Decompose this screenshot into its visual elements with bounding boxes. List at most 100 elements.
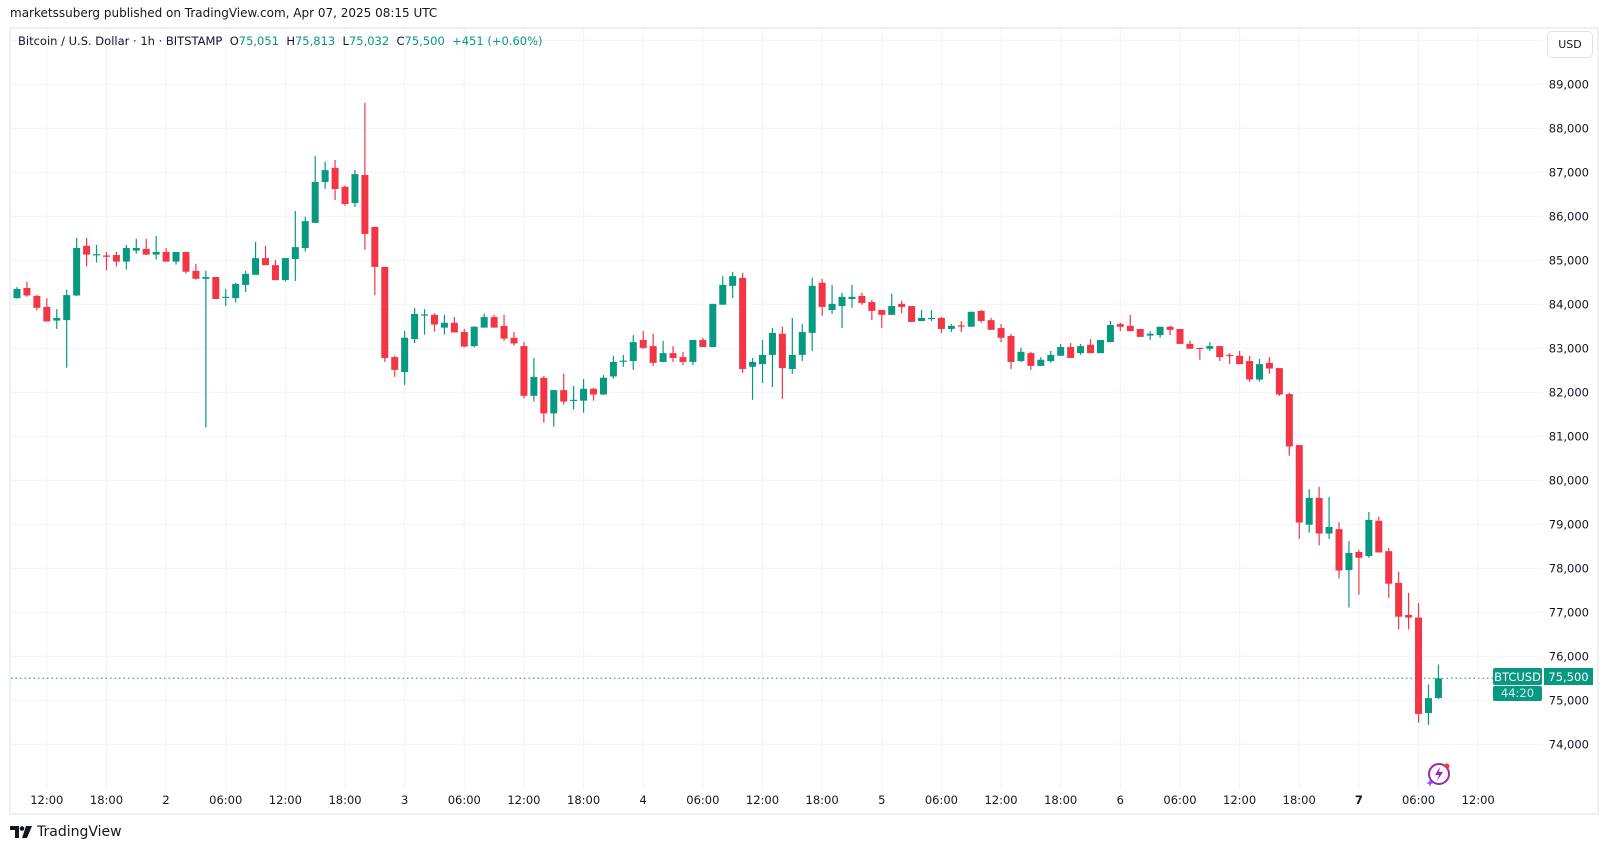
candle[interactable]	[590, 387, 598, 401]
candle[interactable]	[1315, 486, 1323, 546]
candle[interactable]	[53, 309, 61, 329]
candle[interactable]	[1275, 368, 1283, 396]
candle[interactable]	[1345, 541, 1353, 608]
candle[interactable]	[421, 309, 429, 335]
candle[interactable]	[232, 282, 240, 303]
candle[interactable]	[560, 373, 568, 405]
candle[interactable]	[1395, 571, 1403, 630]
candle[interactable]	[401, 331, 409, 385]
candle[interactable]	[212, 277, 220, 300]
candle[interactable]	[828, 284, 836, 314]
candle[interactable]	[1126, 314, 1134, 332]
candle[interactable]	[669, 346, 677, 362]
candle[interactable]	[540, 376, 548, 423]
candle[interactable]	[689, 339, 697, 366]
candle[interactable]	[1156, 326, 1164, 338]
candle[interactable]	[927, 310, 935, 322]
tradingview-logo[interactable]: TradingView	[10, 824, 122, 840]
candle[interactable]	[858, 292, 866, 305]
candle[interactable]	[480, 313, 488, 328]
candle[interactable]	[1415, 603, 1423, 723]
symbol-legend[interactable]: Bitcoin / U.S. Dollar · 1h · BITSTAMP O7…	[18, 34, 543, 48]
candle[interactable]	[83, 237, 91, 267]
candle[interactable]	[361, 102, 369, 250]
candle[interactable]	[262, 245, 269, 266]
candle[interactable]	[749, 357, 757, 400]
candle[interactable]	[1106, 321, 1114, 343]
candle[interactable]	[818, 278, 826, 316]
candle[interactable]	[937, 317, 945, 333]
candle[interactable]	[1226, 353, 1234, 365]
candle[interactable]	[341, 185, 349, 206]
candle[interactable]	[510, 332, 518, 346]
candle[interactable]	[132, 238, 140, 254]
candle[interactable]	[778, 326, 786, 399]
candle[interactable]	[1057, 343, 1065, 356]
candle[interactable]	[1037, 357, 1045, 366]
candle[interactable]	[947, 324, 955, 333]
candle[interactable]	[281, 258, 289, 282]
candle[interactable]	[898, 300, 906, 314]
candle[interactable]	[599, 375, 607, 395]
candle[interactable]	[73, 237, 81, 296]
candle[interactable]	[43, 298, 51, 322]
candle[interactable]	[271, 259, 279, 281]
candle[interactable]	[977, 310, 985, 323]
candle[interactable]	[321, 161, 329, 190]
candle[interactable]	[1146, 331, 1154, 340]
candle[interactable]	[172, 251, 180, 265]
candle[interactable]	[1007, 333, 1015, 369]
candle[interactable]	[1136, 328, 1144, 337]
candle[interactable]	[1206, 342, 1214, 351]
candle[interactable]	[848, 284, 856, 308]
candle[interactable]	[888, 293, 896, 315]
candle[interactable]	[152, 236, 160, 260]
candle[interactable]	[202, 270, 210, 428]
candle[interactable]	[1385, 548, 1393, 598]
candle[interactable]	[23, 281, 31, 297]
candle[interactable]	[331, 159, 339, 201]
lightning-icon[interactable]	[1424, 760, 1452, 792]
candle[interactable]	[1027, 351, 1035, 370]
candle[interactable]	[490, 314, 498, 328]
candle[interactable]	[162, 247, 170, 262]
candle[interactable]	[470, 326, 478, 348]
candle[interactable]	[93, 244, 101, 263]
candle[interactable]	[142, 238, 150, 256]
candle[interactable]	[112, 251, 120, 267]
candle[interactable]	[1285, 392, 1293, 456]
candle[interactable]	[1295, 445, 1303, 539]
candle[interactable]	[1186, 340, 1194, 349]
candle[interactable]	[192, 263, 200, 280]
candle[interactable]	[1305, 489, 1313, 533]
candle[interactable]	[13, 287, 21, 299]
candle[interactable]	[609, 355, 617, 379]
candle[interactable]	[530, 357, 538, 402]
candle[interactable]	[1265, 357, 1273, 374]
candle[interactable]	[570, 386, 578, 410]
candle[interactable]	[868, 299, 876, 321]
candle[interactable]	[63, 289, 71, 368]
candle[interactable]	[1236, 350, 1244, 365]
candle[interactable]	[252, 241, 260, 275]
candle[interactable]	[1375, 516, 1383, 553]
candle[interactable]	[371, 226, 379, 296]
candle[interactable]	[1116, 322, 1124, 332]
candle[interactable]	[629, 335, 637, 370]
candle[interactable]	[460, 328, 468, 348]
candle[interactable]	[838, 292, 846, 329]
candle[interactable]	[1077, 343, 1085, 355]
candle[interactable]	[1335, 522, 1343, 579]
candle[interactable]	[520, 342, 528, 399]
candle[interactable]	[918, 310, 926, 322]
candle[interactable]	[808, 277, 816, 351]
candle[interactable]	[987, 317, 995, 330]
candle[interactable]	[739, 273, 747, 373]
candle[interactable]	[182, 251, 190, 274]
candle[interactable]	[1017, 347, 1025, 362]
candle[interactable]	[1166, 325, 1174, 336]
candle[interactable]	[500, 314, 508, 341]
candle[interactable]	[1096, 339, 1104, 354]
candle[interactable]	[639, 331, 647, 349]
candle[interactable]	[1216, 346, 1224, 362]
